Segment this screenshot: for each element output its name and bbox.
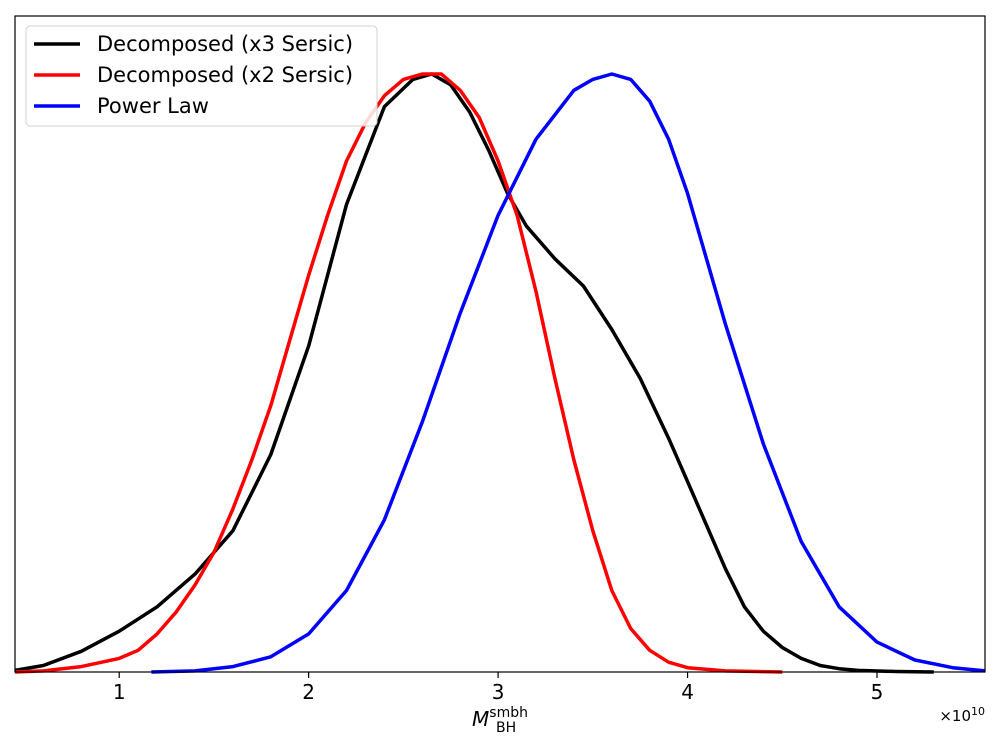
x-axis-offset-exponent: 10 [971, 705, 985, 718]
x-axis-label-subscript: BH [496, 720, 516, 736]
x-tick-label: 3 [492, 680, 505, 704]
legend-label-1: Decomposed (x3 Sersic) [97, 32, 353, 56]
x-axis-label: Msmbh BH [472, 705, 528, 736]
plot-frame [14, 15, 986, 673]
x-axis-label-superscript: smbh [489, 705, 528, 721]
x-axis-offset-text: ×1010 [939, 705, 985, 725]
series-line-3 [151, 72, 986, 674]
x-tick-label: 2 [302, 680, 315, 704]
x-tick-label: 4 [681, 680, 694, 704]
x-axis: 1 2 3 4 5 [113, 672, 884, 704]
x-axis-label-main: M [472, 707, 489, 731]
series-line-1 [14, 72, 934, 674]
x-axis-offset-multiplier: ×10 [939, 707, 971, 725]
legend-box [25, 25, 378, 127]
x-tick-label: 1 [113, 680, 126, 704]
legend: Decomposed (x3 Sersic) Decomposed (x2 Ser… [25, 25, 378, 127]
series-line-2 [14, 72, 783, 674]
legend-label-2: Decomposed (x2 Sersic) [97, 63, 353, 87]
legend-label-3: Power Law [97, 94, 209, 118]
series-layer [14, 72, 986, 674]
x-tick-label: 5 [871, 680, 884, 704]
